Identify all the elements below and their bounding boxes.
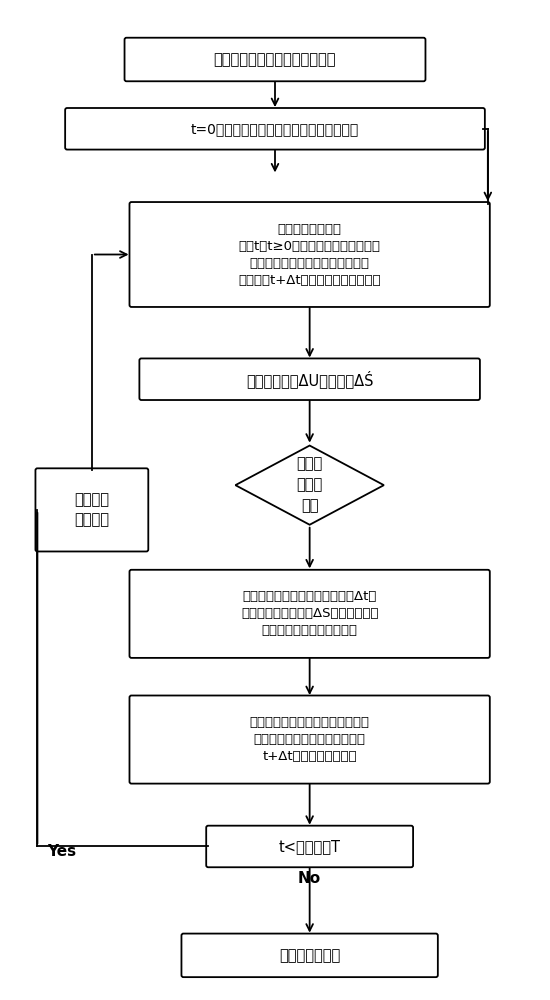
- Text: 根据弹塑性接触本构方程，计算Δt时
步内的截面内力增量ΔS，并更新当前
时刻的颗粒单元间的接触力: 根据弹塑性接触本构方程，计算Δt时 步内的截面内力增量ΔS，并更新当前 时刻的颗…: [241, 590, 378, 637]
- Text: t<计算总时T: t<计算总时T: [279, 839, 340, 854]
- Text: 遍历所有
颗粒单元: 遍历所有 颗粒单元: [74, 492, 109, 527]
- Text: 计算位移增量ΔU，并计算ΔŚ: 计算位移增量ΔU，并计算ΔŚ: [246, 370, 373, 388]
- FancyBboxPatch shape: [124, 38, 426, 81]
- Text: 对结构或构件进行离散实体建模: 对结构或构件进行离散实体建模: [214, 52, 336, 67]
- Text: 根据平衡方程，计算各颗粒单元的
内力、阻尼力及外力，为下一个
t+Δt时刻的计算作准备: 根据平衡方程，计算各颗粒单元的 内力、阻尼力及外力，为下一个 t+Δt时刻的计算…: [250, 716, 370, 763]
- FancyBboxPatch shape: [206, 826, 413, 867]
- FancyBboxPatch shape: [65, 108, 485, 150]
- FancyBboxPatch shape: [129, 202, 490, 307]
- Text: No: No: [298, 871, 321, 886]
- Polygon shape: [235, 446, 384, 525]
- FancyBboxPatch shape: [129, 696, 490, 784]
- Text: Yes: Yes: [48, 844, 77, 859]
- FancyBboxPatch shape: [129, 570, 490, 658]
- Text: 弹塑性
状态的
确定: 弹塑性 状态的 确定: [296, 457, 323, 514]
- Text: 对所有颗粒单元：
计算t（t≥0）时刻的外力及阻尼力，
应用牛顿第二定律求解运动控制方
程，得到t+Δt时刻球元的位置与速度: 对所有颗粒单元： 计算t（t≥0）时刻的外力及阻尼力， 应用牛顿第二定律求解运动…: [238, 223, 381, 287]
- FancyBboxPatch shape: [35, 468, 148, 551]
- Text: 结束，结果输出: 结束，结果输出: [279, 948, 340, 963]
- FancyBboxPatch shape: [182, 934, 438, 977]
- Text: t=0时刻，对各球元的内力、速度等赋初值: t=0时刻，对各球元的内力、速度等赋初值: [191, 122, 359, 136]
- FancyBboxPatch shape: [139, 358, 480, 400]
